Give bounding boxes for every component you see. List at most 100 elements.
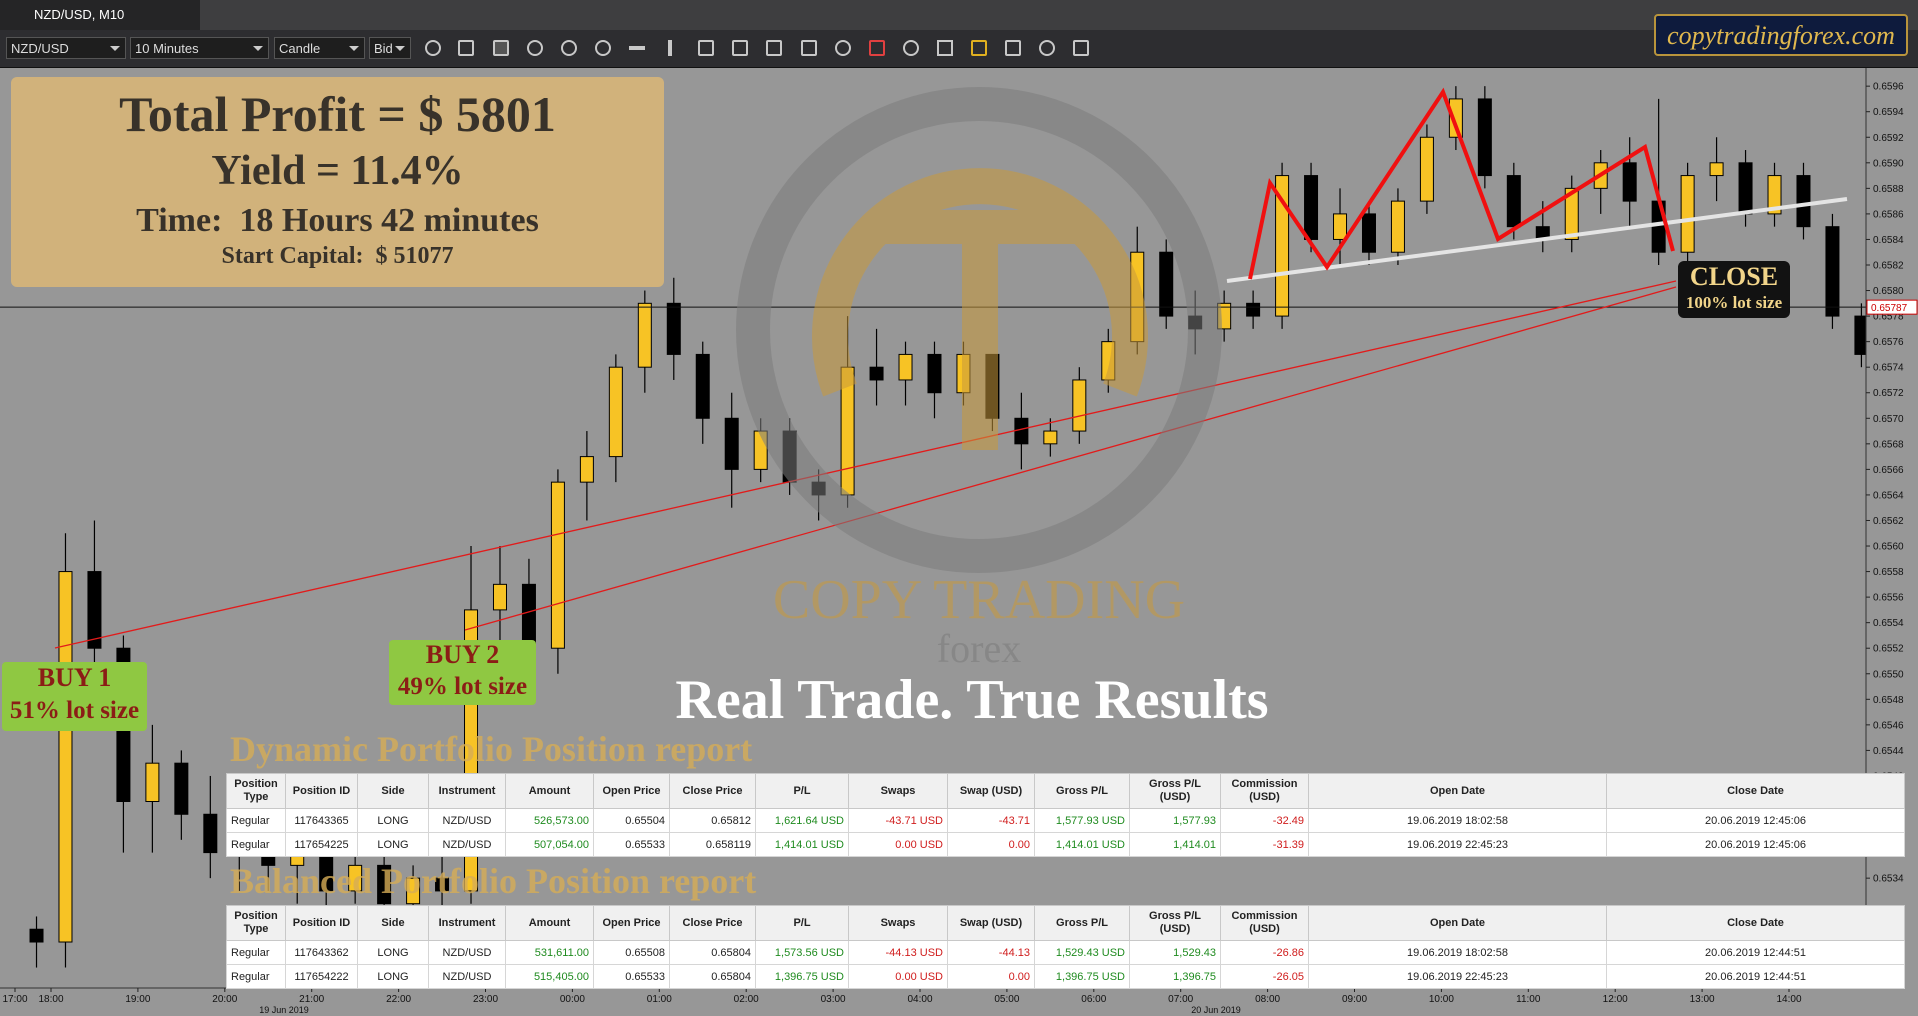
candle-body xyxy=(637,302,652,368)
table-cell: 1,414.01 xyxy=(1129,832,1221,857)
y-tick-label: 0.6594 xyxy=(1873,107,1904,118)
price-side-select[interactable]: Bid xyxy=(369,37,411,59)
pin-button[interactable] xyxy=(937,40,953,56)
y-tick-label: 0.6564 xyxy=(1873,490,1904,501)
text-button[interactable] xyxy=(766,40,782,56)
candle-body xyxy=(1275,175,1290,317)
table-cell: 0.65508 xyxy=(593,940,670,965)
table-cell: 1,577.93 USD xyxy=(1034,808,1130,833)
tab-bar: NZD/USD, M10 xyxy=(0,0,1918,30)
close-subtitle: 100% lot size xyxy=(1685,293,1783,312)
buy2-subtitle: 49% lot size xyxy=(397,673,528,700)
site-logo[interactable]: copytradingforex.com xyxy=(1654,14,1908,56)
chart-style-button[interactable] xyxy=(869,40,885,56)
header-row: Position Type Position ID Side Instrument Am… xyxy=(226,905,1905,941)
candle-body xyxy=(1796,175,1811,228)
y-tick-label: 0.6566 xyxy=(1873,465,1904,476)
fit-horizontal-button[interactable] xyxy=(629,46,645,50)
candle-body xyxy=(1390,200,1405,253)
date-label: 20 Jun 2019 xyxy=(1191,1005,1241,1015)
y-tick-label: 0.6588 xyxy=(1873,184,1904,195)
candle-body xyxy=(1043,430,1058,445)
candle-body xyxy=(927,353,942,394)
table-cell: 507,054.00 xyxy=(505,832,594,857)
y-tick-label: 0.6584 xyxy=(1873,235,1904,246)
timeframe-select[interactable]: 10 Minutes xyxy=(130,37,269,59)
x-tick-label: 09:00 xyxy=(1342,994,1367,1005)
candle-body xyxy=(1564,187,1579,240)
settings-button[interactable] xyxy=(1039,40,1055,56)
x-tick-label: 17:00 xyxy=(2,994,27,1005)
zoom-in-button[interactable] xyxy=(561,40,577,56)
table-row: Regular 117654222 LONG NZD/USD 515,405.00 0.6… xyxy=(226,964,1905,989)
refresh-button[interactable] xyxy=(425,40,441,56)
zoom-out-button[interactable] xyxy=(595,40,611,56)
watermark-subtitle: forex xyxy=(937,626,1021,671)
info-button[interactable] xyxy=(903,40,919,56)
date-label: 19 Jun 2019 xyxy=(259,1005,309,1015)
candle-body xyxy=(695,353,710,419)
y-tick-label: 0.6560 xyxy=(1873,542,1904,553)
fit-vertical-button[interactable] xyxy=(668,40,672,56)
candle-body xyxy=(87,571,102,649)
table-cell: NZD/USD xyxy=(428,940,506,965)
table-cell: 0.00 xyxy=(947,832,1035,857)
save-button[interactable] xyxy=(1073,40,1089,56)
table-cell: 20.06.2019 12:45:06 xyxy=(1606,832,1905,857)
y-tick-label: 0.6576 xyxy=(1873,337,1904,348)
chart-type-select[interactable]: Candle xyxy=(274,37,365,59)
buy1-subtitle: 51% lot size xyxy=(9,697,140,724)
table-cell: -32.49 xyxy=(1220,808,1309,833)
table-cell: 0.00 xyxy=(947,964,1035,989)
lock-button[interactable] xyxy=(493,40,509,56)
x-tick-label: 05:00 xyxy=(994,994,1019,1005)
view-button[interactable] xyxy=(835,40,851,56)
candle-body xyxy=(1304,175,1319,240)
table-cell: 526,573.00 xyxy=(505,808,594,833)
watermark-stem xyxy=(962,210,998,450)
y-tick-label: 0.6592 xyxy=(1873,133,1904,144)
column-header: Gross P/L (USD) xyxy=(1129,905,1221,941)
table-cell: 19.06.2019 18:02:58 xyxy=(1308,940,1607,965)
y-tick-label: 0.6546 xyxy=(1873,720,1904,731)
axes: 0.65340.65360.65380.65400.65420.65440.65… xyxy=(0,67,1918,1016)
slogan: Real Trade. True Results xyxy=(675,669,1269,731)
indicators-button[interactable] xyxy=(698,40,714,56)
template-button[interactable] xyxy=(1005,40,1021,56)
x-tick-label: 14:00 xyxy=(1776,994,1801,1005)
table-cell: -43.71 xyxy=(947,808,1035,833)
table-cell: 515,405.00 xyxy=(505,964,594,989)
column-header: Position ID xyxy=(285,905,358,941)
candle-body xyxy=(1333,213,1348,240)
column-header: Swaps xyxy=(848,905,948,941)
watermark: COPY TRADING forex xyxy=(736,87,1222,671)
candle-body xyxy=(1506,175,1521,228)
table-cell: 20.06.2019 12:44:51 xyxy=(1606,940,1905,965)
x-tick-label: 18:00 xyxy=(38,994,63,1005)
layers-button[interactable] xyxy=(801,40,817,56)
symbol-select[interactable]: NZD/USD xyxy=(6,37,126,59)
table-cell: NZD/USD xyxy=(428,964,506,989)
table-cell: 0.65804 xyxy=(669,964,756,989)
chart-tab[interactable]: NZD/USD, M10 xyxy=(0,0,200,30)
table-cell: -44.13 xyxy=(947,940,1035,965)
candle-body xyxy=(724,417,739,470)
candle-body xyxy=(1622,162,1637,202)
candle-body xyxy=(435,877,450,892)
x-tick-label: 10:00 xyxy=(1429,994,1454,1005)
column-header: Swap (USD) xyxy=(947,773,1035,809)
scroll-button[interactable] xyxy=(458,40,474,56)
support-line xyxy=(1226,197,1848,283)
table-cell: 1,573.56 USD xyxy=(755,940,849,965)
table-cell: 1,621.64 USD xyxy=(755,808,849,833)
draw-button[interactable] xyxy=(732,40,748,56)
crosshair-button[interactable] xyxy=(527,40,543,56)
column-header: Open Price xyxy=(593,905,670,941)
color-button[interactable] xyxy=(971,40,987,56)
x-tick-label: 08:00 xyxy=(1255,994,1280,1005)
table-cell: 0.65504 xyxy=(593,808,670,833)
table-cell: -44.13 USD xyxy=(848,940,948,965)
table-cell: LONG xyxy=(357,964,429,989)
